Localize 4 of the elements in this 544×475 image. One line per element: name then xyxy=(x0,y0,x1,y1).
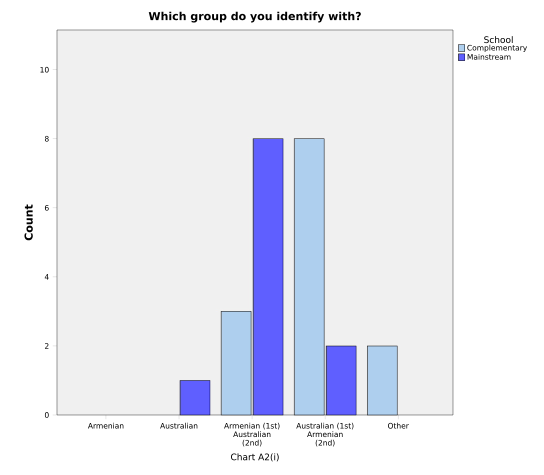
y-axis-title: Count xyxy=(24,204,33,240)
chart-title: Which group do you identify with? xyxy=(148,12,361,22)
legend-title: School xyxy=(484,36,513,44)
x-axis-title: Chart A2(i) xyxy=(231,453,279,462)
